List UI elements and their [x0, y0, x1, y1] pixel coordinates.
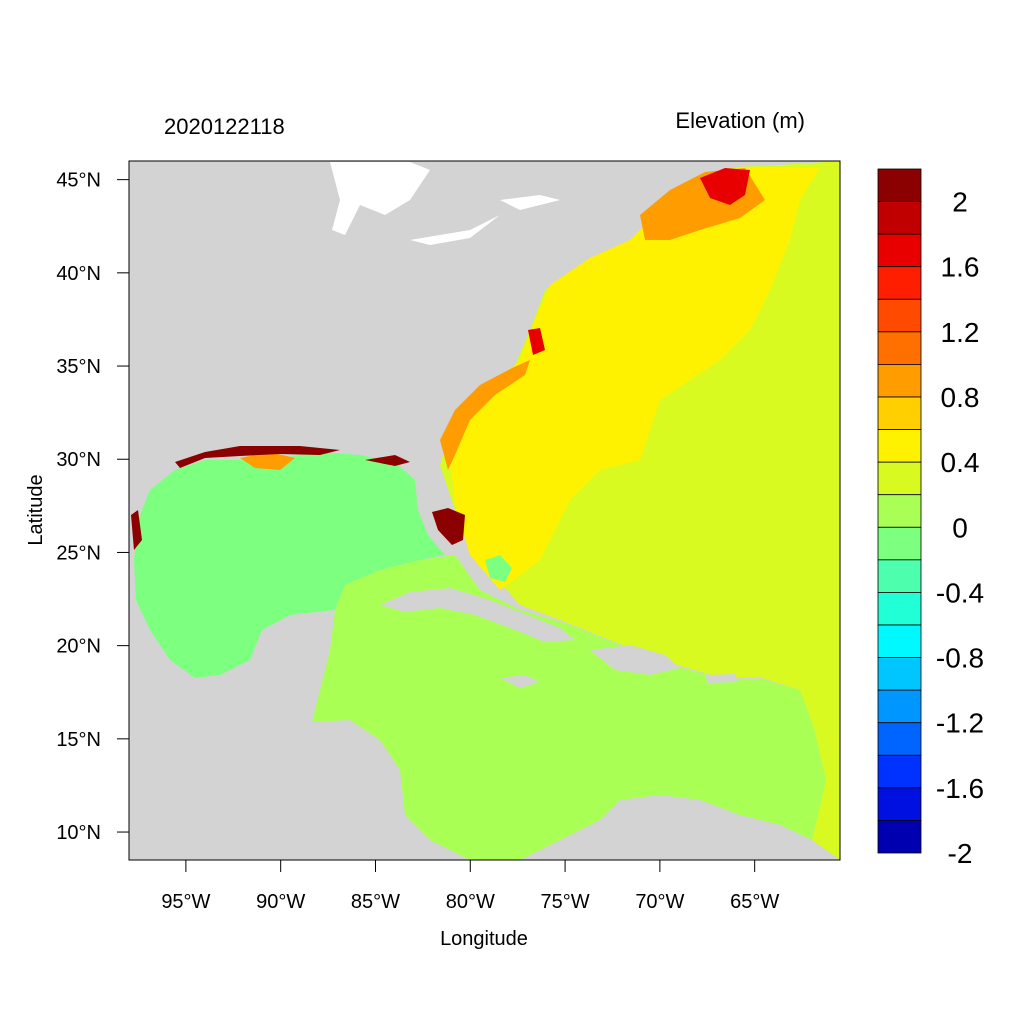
colorbar-tick-label: -1.6 — [936, 773, 984, 804]
colorbar-bin — [877, 820, 922, 854]
x-tick-label: 85°W — [351, 891, 400, 913]
bahamas-bank — [485, 555, 512, 582]
surge-maine-red — [700, 168, 750, 205]
colorbar-bin — [877, 787, 922, 821]
colorbar-tick-label: 0.4 — [941, 447, 980, 478]
colorbar-bin — [877, 592, 922, 626]
colorbar-bin — [877, 266, 922, 300]
colorbar-bin — [877, 526, 922, 561]
colorbar-bin — [877, 461, 922, 496]
y-tick-label: 30°N — [56, 449, 101, 471]
y-axis-label: Latitude — [25, 474, 47, 545]
hispaniola-island — [590, 645, 680, 675]
surge-texas-darkred — [131, 510, 142, 550]
surge-florida-darkred — [432, 508, 465, 545]
x-tick-label: 95°W — [161, 891, 210, 913]
colorbar-tick-label: -0.4 — [936, 577, 984, 608]
x-tick-label: 75°W — [541, 891, 590, 913]
x-tick-label: 80°W — [446, 891, 495, 913]
colorbar-bin — [877, 298, 922, 333]
y-tick-label: 40°N — [56, 263, 101, 285]
nearshore-elevation-yellow — [450, 167, 820, 590]
surge-bigbend-darkred — [365, 455, 410, 466]
colorbar-tick-label: -1.2 — [936, 708, 984, 739]
x-axis-ticks: 95°W 90°W 85°W 80°W 75°W 70°W 65°W — [161, 860, 779, 913]
colorbar-bin — [877, 559, 922, 593]
surge-gulf-coast-orange — [240, 452, 295, 470]
colorbar-tick-label: -2 — [948, 838, 973, 869]
surge-chesapeake-red — [528, 328, 545, 355]
variable-title: Elevation (m) — [675, 108, 805, 133]
colorbar-bin — [877, 657, 922, 691]
colorbar-bin — [877, 168, 922, 202]
colorbar-tick-label: 0 — [952, 512, 968, 543]
y-tick-label: 25°N — [56, 542, 101, 564]
great-lakes — [330, 162, 560, 245]
south-america-land — [470, 795, 840, 860]
x-tick-label: 90°W — [256, 891, 305, 913]
x-axis-label: Longitude — [440, 928, 528, 950]
colorbar-bin — [877, 233, 922, 268]
colorbar-bin — [877, 429, 922, 463]
colorbar-tick-label: 0.8 — [941, 382, 980, 413]
colorbar-tick-label: 1.2 — [941, 317, 980, 348]
map-plot-area — [129, 161, 840, 860]
colorbar-bin — [877, 722, 922, 756]
cuba-island — [380, 588, 575, 642]
colorbar-tick-label: -0.8 — [936, 643, 984, 674]
colorbar-bin — [877, 364, 922, 398]
map-frame — [128, 160, 841, 861]
colorbar-tick-labels: 2 1.6 1.2 0.8 0.4 0 -0.4 -0.8 -1.2 -1.6 -2 — [936, 187, 984, 869]
y-tick-label: 15°N — [56, 729, 101, 751]
y-tick-label: 45°N — [56, 170, 101, 192]
gulf-of-mexico — [134, 452, 445, 678]
puerto-rico-island — [705, 674, 738, 683]
colorbar-bin — [877, 396, 922, 430]
x-tick-label: 65°W — [730, 891, 779, 913]
colorbar-bin — [877, 754, 922, 789]
x-tick-label: 70°W — [635, 891, 684, 913]
jamaica-island — [500, 675, 540, 688]
y-axis-ticks: 45°N 40°N 35°N 30°N 25°N 20°N 15°N 10°N — [56, 170, 129, 844]
caribbean-sea — [312, 555, 826, 860]
colorbar-bin — [877, 494, 922, 528]
y-tick-label: 10°N — [56, 822, 101, 844]
colorbar-tick-label: 1.6 — [941, 252, 980, 283]
colorbar-bin — [877, 201, 922, 235]
timestamp-label: 2020122118 — [164, 114, 285, 139]
colorbar-legend — [877, 168, 922, 854]
surge-gulf-coast-darkred — [175, 446, 340, 468]
y-tick-label: 20°N — [56, 636, 101, 658]
colorbar-bin — [877, 624, 922, 658]
colorbar-bin — [877, 689, 922, 724]
colorbar-bin — [877, 331, 922, 365]
surge-carolina-orange — [440, 360, 530, 470]
colorbar-tick-label: 2 — [952, 187, 968, 218]
y-tick-label: 35°N — [56, 356, 101, 378]
